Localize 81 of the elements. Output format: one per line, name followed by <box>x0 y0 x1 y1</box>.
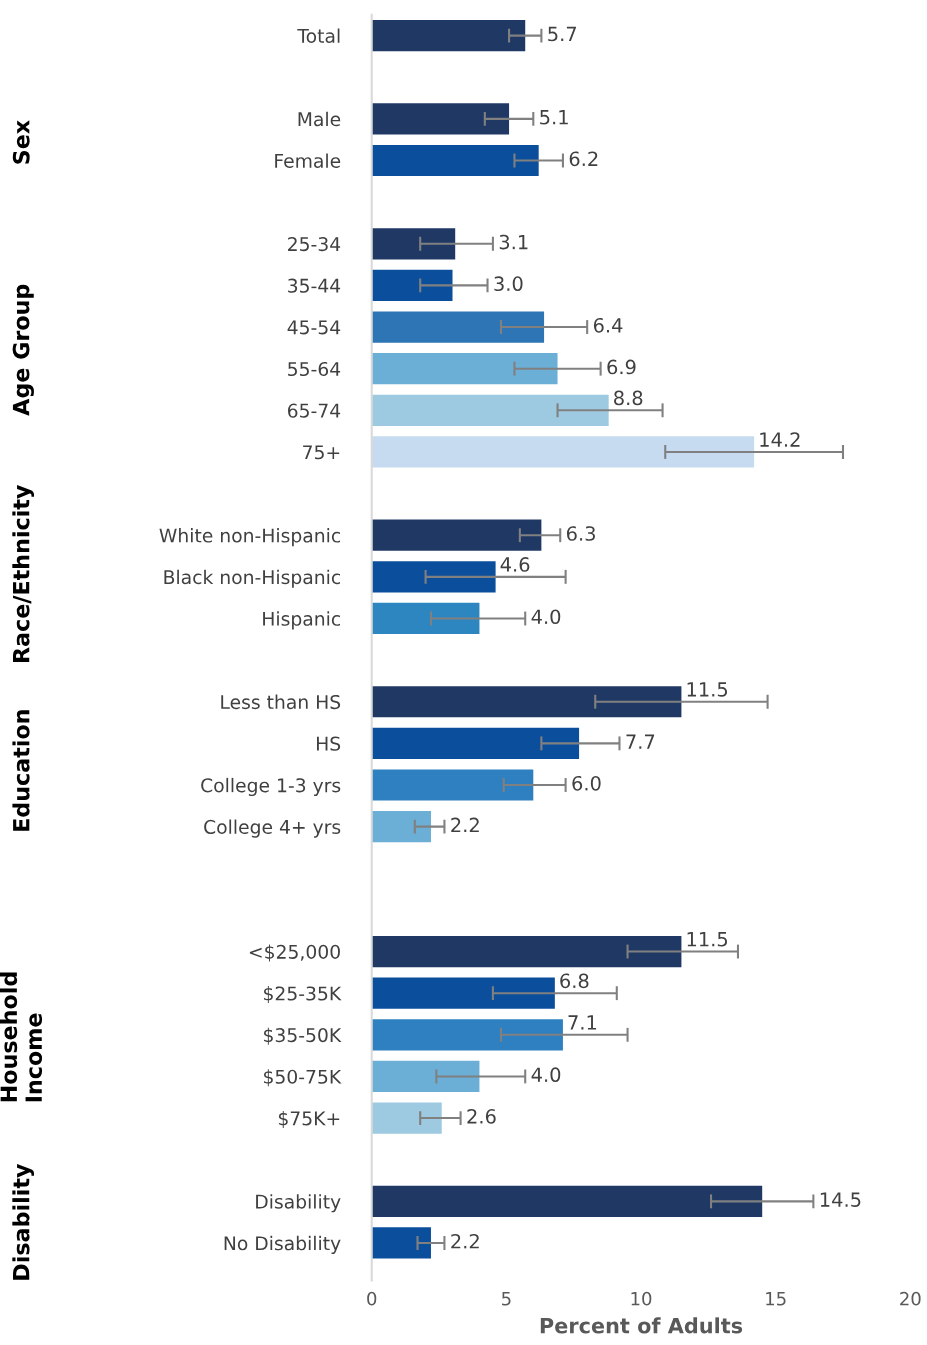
data-label: 6.0 <box>572 775 601 791</box>
data-label: 2.2 <box>451 817 479 833</box>
data-label: 5.7 <box>548 26 577 42</box>
data-label: 7.1 <box>568 1015 597 1030</box>
data-label: 6.9 <box>607 359 636 375</box>
data-label: 2.2 <box>451 1233 479 1249</box>
bar <box>371 602 480 635</box>
data-label: 4.6 <box>500 557 530 572</box>
bar <box>371 353 558 385</box>
y-tick-label: Female <box>275 153 341 168</box>
text: Age Group <box>12 284 34 416</box>
data-label: 2.6 <box>467 1109 496 1124</box>
bar <box>371 1019 563 1051</box>
y-tick-label: 25-34 <box>288 236 341 252</box>
bar <box>371 1060 480 1093</box>
bar <box>371 977 555 1009</box>
y-tick-label: 65-74 <box>288 403 341 418</box>
text: Race/Ethnicity <box>12 485 35 662</box>
y-tick-label: 55-64 <box>288 361 341 377</box>
y-tick-label: No Disability <box>224 1235 341 1254</box>
text: Household Income <box>0 972 43 1102</box>
y-tick-label: Total <box>297 28 340 43</box>
bar <box>371 519 542 551</box>
text: Disability <box>12 1163 35 1280</box>
y-tick-label: Hispanic <box>263 611 341 630</box>
bar <box>371 935 682 968</box>
y-tick-label: $75K+ <box>278 1110 340 1128</box>
data-label: 8.8 <box>614 390 643 406</box>
data-label: 6.4 <box>593 317 623 333</box>
text: Sex <box>12 120 30 164</box>
x-tick-label: 5 <box>502 1292 511 1306</box>
y-tick-label: Disability <box>256 1194 341 1213</box>
x-axis-title: Percent of Adults <box>540 1317 743 1334</box>
bar <box>371 394 609 426</box>
y-tick-label: College 1-3 yrs <box>201 777 341 797</box>
x-tick-label: 15 <box>766 1292 786 1306</box>
data-label: 4.0 <box>531 1067 561 1083</box>
bar <box>371 311 545 343</box>
y-tick-label: HS <box>317 736 341 751</box>
bar <box>371 727 580 759</box>
data-label: 7.7 <box>626 734 655 749</box>
y-tick-label: $25-35K <box>264 986 342 1004</box>
bar <box>371 269 453 302</box>
y-tick-label: College 4+ yrs <box>204 819 341 838</box>
bar <box>371 561 496 593</box>
bar <box>371 769 534 801</box>
bar <box>371 1102 442 1134</box>
bar <box>371 228 456 260</box>
bar <box>371 20 526 52</box>
y-tick-label: $50-75K <box>264 1069 342 1087</box>
data-label: 3.0 <box>494 276 523 292</box>
y-tick-label: $35-50K <box>264 1027 342 1045</box>
y-tick-label: 75+ <box>303 445 340 460</box>
data-label: 11.5 <box>687 682 728 697</box>
bar <box>371 686 682 718</box>
data-label: 3.1 <box>499 234 528 250</box>
bar <box>371 436 755 468</box>
y-tick-label: <$25,000 <box>249 944 340 962</box>
bar <box>371 144 539 177</box>
bar <box>371 811 431 843</box>
x-tick-label: 10 <box>631 1291 652 1306</box>
y-tick-label: White non-Hispanic <box>159 528 341 547</box>
data-label: 5.1 <box>540 110 568 125</box>
text: Education <box>12 710 30 831</box>
data-label: 6.2 <box>569 151 598 167</box>
y-tick-label: 45-54 <box>287 320 341 335</box>
y-tick-label: Male <box>298 111 341 127</box>
data-label: 14.5 <box>820 1192 861 1207</box>
data-label: 14.2 <box>760 432 800 447</box>
data-label: 11.5 <box>687 932 728 947</box>
data-label: 4.0 <box>531 609 561 625</box>
y-tick-label: 35-44 <box>288 278 341 293</box>
bar <box>371 1227 431 1259</box>
data-label: 6.3 <box>566 526 595 541</box>
bar <box>371 1185 763 1217</box>
y-tick-label: Less than HS <box>221 694 341 710</box>
y-tick-label: Black non-Hispanic <box>164 569 341 588</box>
bar <box>371 103 510 135</box>
x-tick-label: 0 <box>367 1291 377 1306</box>
data-label: 6.8 <box>560 973 589 989</box>
x-tick-label: 20 <box>900 1291 921 1306</box>
